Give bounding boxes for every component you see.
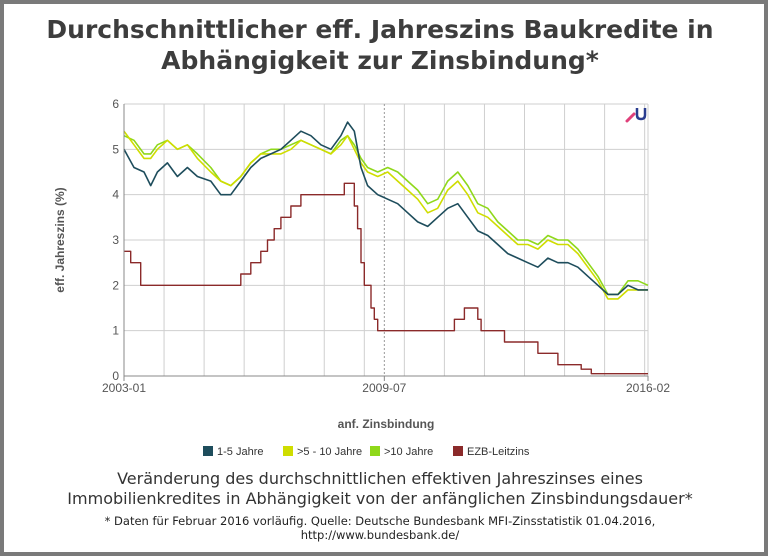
legend-label: >5 - 10 Jahre [297, 446, 362, 458]
legend-swatch [370, 446, 380, 456]
series-line-3 [123, 134, 649, 296]
legend-swatch [453, 446, 463, 456]
x-tick-label: 2009-07 [362, 381, 406, 395]
y-tick-label: 2 [112, 278, 119, 292]
y-tick-label: 5 [112, 142, 119, 156]
chart-title-line-1: Durchschnittlicher eff. Jahreszins Baukr… [46, 15, 714, 44]
y-tick-label: 3 [112, 233, 119, 247]
caption-line-1: Veränderung des durchschnittlichen effek… [117, 469, 643, 488]
brand-logo-icon [625, 108, 647, 123]
y-axis-label: eff. Jahreszins (%) [53, 187, 67, 292]
series-line-4 [124, 182, 648, 375]
legend-swatch [283, 446, 293, 456]
caption-line-2: Immobilienkredites in Abhängigkeit von d… [67, 489, 693, 508]
axes: 0 1 2 3 4 5 6 2003-01 2009-07 2016-02 [102, 97, 670, 395]
chart-plot: 0 1 2 3 4 5 6 2003-01 2009-07 2016-02 eff. Jahres… [53, 97, 670, 458]
series-lines [123, 121, 649, 375]
caption: Veränderung des durchschnittlichen effek… [0, 469, 760, 509]
x-tick-label: 2003-01 [102, 381, 146, 395]
footnote: * Daten für Februar 2016 vorläufig. Quel… [0, 514, 760, 542]
x-tick-label: 2016-02 [626, 381, 670, 395]
y-tick-label: 1 [112, 324, 119, 338]
legend-label: EZB-Leitzins [467, 446, 530, 458]
x-axis-label: anf. Zinsbindung [338, 417, 435, 431]
footnote-line-1: * Daten für Februar 2016 vorläufig. Quel… [104, 514, 656, 528]
chart-title-line-2: Abhängigkeit zur Zinsbindung* [161, 46, 599, 75]
series-line-2 [123, 130, 648, 300]
legend-label: 1-5 Jahre [217, 446, 263, 458]
legend-label: >10 Jahre [384, 446, 433, 458]
grid [123, 103, 649, 377]
legend: 1-5 Jahre >5 - 10 Jahre >10 Jahre EZB-Leitz… [203, 446, 530, 458]
legend-swatch [203, 446, 213, 456]
y-tick-label: 6 [112, 97, 119, 111]
y-tick-label: 0 [112, 369, 119, 383]
y-tick-label: 4 [112, 188, 119, 202]
chart-title: Durchschnittlicher eff. Jahreszins Baukr… [0, 14, 760, 76]
footnote-line-2: http://www.bundesbank.de/ [300, 528, 460, 542]
series-line-1 [123, 121, 648, 296]
